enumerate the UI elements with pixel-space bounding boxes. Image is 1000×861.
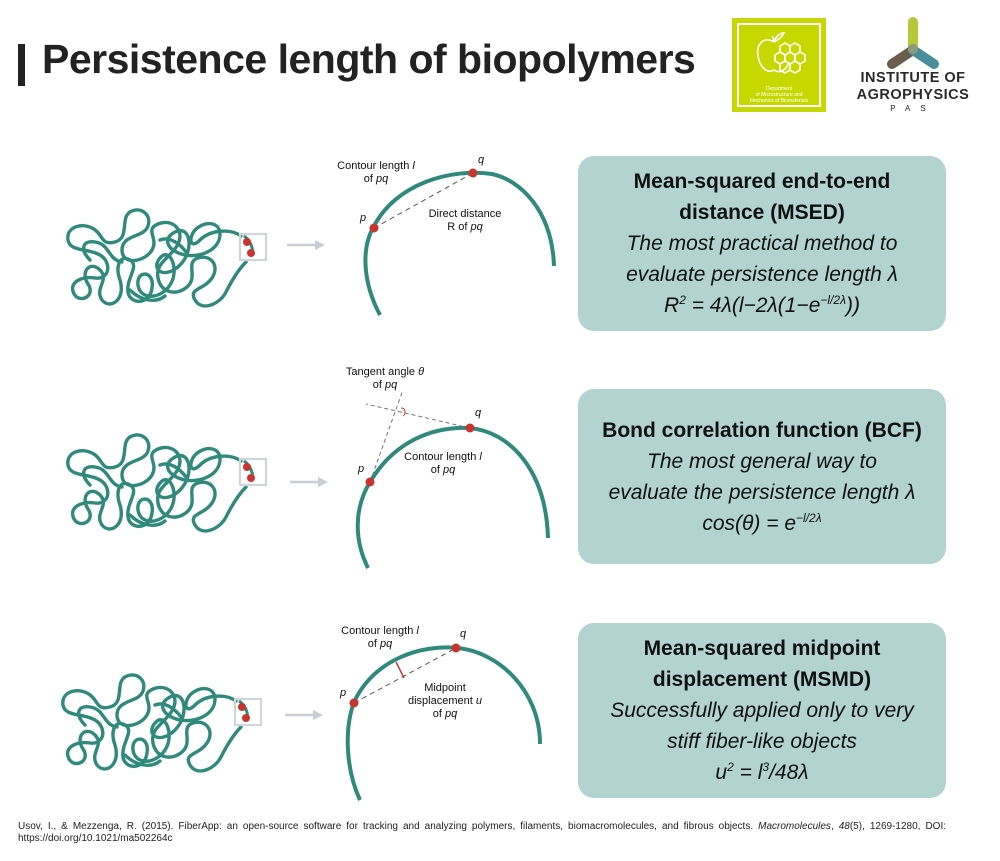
page-title: Persistence length of biopolymers xyxy=(42,36,696,82)
msmd-formula: u2 = l3/48λ xyxy=(715,760,809,784)
bcf-info-box: Bond correlation function (BCF) The most… xyxy=(578,389,946,564)
msed-description: The most practical method to evaluate per… xyxy=(626,232,898,286)
point-p-label: p xyxy=(360,212,367,224)
contour-length-label: Contour length l of pq xyxy=(404,451,482,476)
institute-name-line2: AGROPHYSICS xyxy=(856,87,970,103)
msmd-info-box: Mean-squared midpoint displacement (MSMD)… xyxy=(578,623,946,798)
midpoint-displacement-label: Midpoint displacement u of pq xyxy=(408,682,482,720)
bcf-arc-diagram xyxy=(355,390,550,569)
title-accent-bar xyxy=(18,44,25,86)
contour-length-label: Contour length l of pq xyxy=(337,160,415,185)
polymer-tangle-illustration-3 xyxy=(61,673,263,773)
arrow-right-icon xyxy=(290,477,330,489)
point-q-label: q xyxy=(478,154,485,166)
msmd-arc-diagram xyxy=(345,643,542,801)
institute-logo-pas: PAS xyxy=(890,104,936,113)
institute-logo-icon xyxy=(887,17,939,69)
bcf-description: The most general way to evaluate the pers… xyxy=(608,449,916,504)
msmd-heading: Mean-squared midpoint displacement (MSMD) xyxy=(643,637,881,691)
msed-info-box: Mean-squared end-to-end distance (MSED) T… xyxy=(578,156,946,331)
point-q-label: q xyxy=(460,628,467,640)
institute-logo-text: INSTITUTE OF AGROPHYSICS xyxy=(838,70,988,104)
department-logo: Department of Microstructure and Mechani… xyxy=(732,18,826,112)
direct-distance-label: Direct distance R of pq xyxy=(428,208,502,233)
polymer-tangle-illustration-1 xyxy=(66,208,268,308)
arrow-right-icon xyxy=(287,240,327,252)
msed-arc-diagram xyxy=(363,168,556,316)
msed-heading: Mean-squared end-to-end distance (MSED) xyxy=(633,170,891,224)
reference-citation: Usov, I., & Mezzenga, R. (2015). FiberAp… xyxy=(18,821,946,844)
department-logo-line: Mechanics of Biomaterials xyxy=(749,98,809,104)
arrow-right-icon xyxy=(285,710,325,722)
contour-length-label: Contour length l of pq xyxy=(341,625,419,650)
point-q-label: q xyxy=(475,407,482,419)
department-logo-line: of Microstructure and xyxy=(755,92,803,98)
apple-hexagon-icon xyxy=(756,32,806,74)
tangent-angle-label: Tangent angle θ of pq xyxy=(345,366,425,391)
department-logo-line: Department xyxy=(765,86,793,92)
bcf-heading: Bond correlation function (BCF) xyxy=(602,418,922,442)
point-p-label: p xyxy=(358,463,365,475)
point-p-label: p xyxy=(340,687,347,699)
polymer-tangle-illustration-2 xyxy=(66,433,268,533)
bcf-formula: cos(θ) = e−l/2λ xyxy=(702,510,822,535)
msmd-description: Successfully applied only to very stiff f… xyxy=(610,699,914,753)
msed-formula: R2 = 4λ(l−2λ(1−e−l/2λ)) xyxy=(664,293,860,317)
institute-name-line1: INSTITUTE OF xyxy=(860,70,966,86)
